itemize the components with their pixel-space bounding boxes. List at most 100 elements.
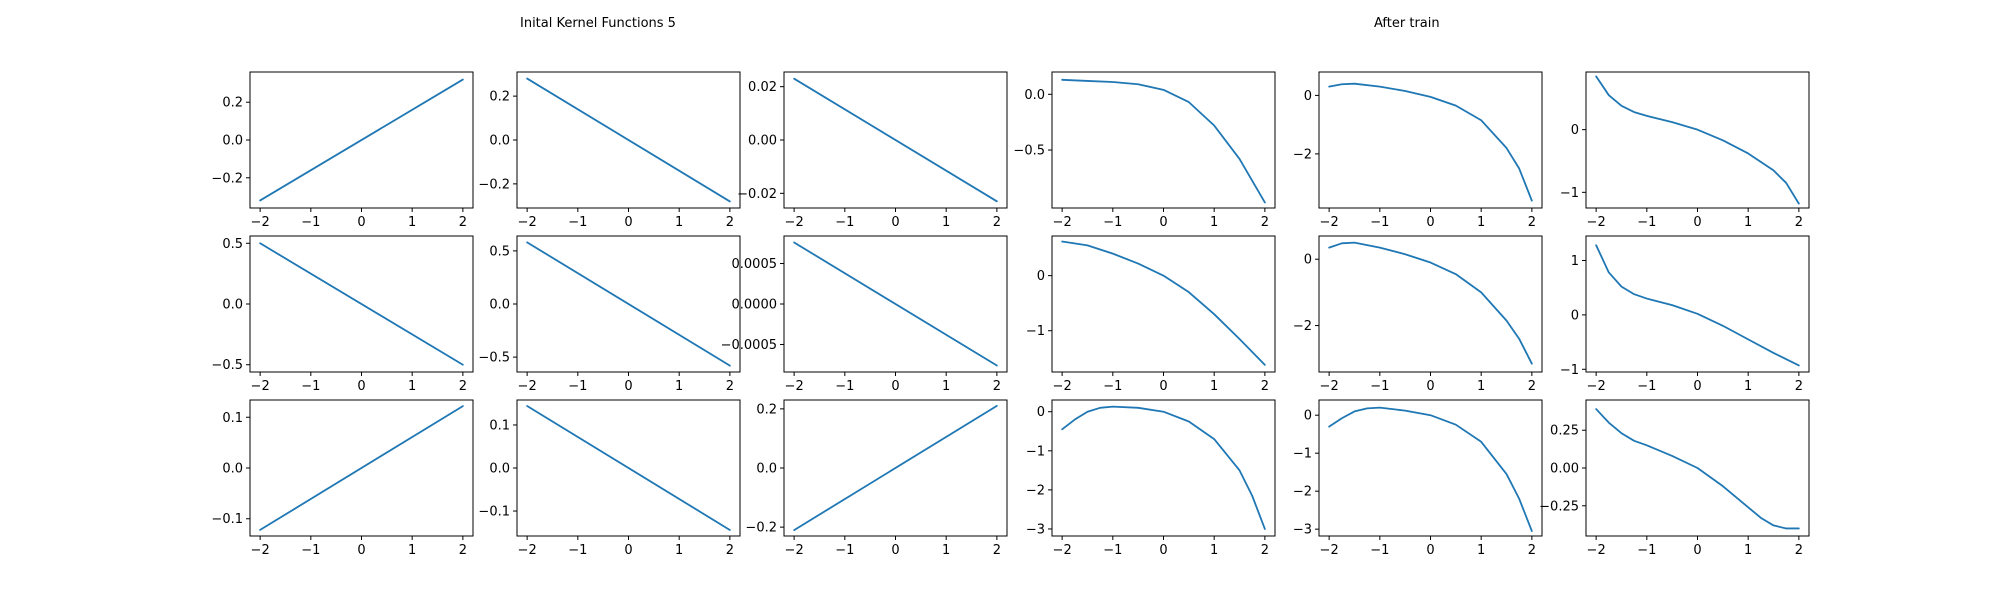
x-tick-label: 1: [1210, 379, 1218, 394]
x-tick-label: −2: [1587, 379, 1606, 394]
y-tick-label: 0.0: [222, 462, 243, 477]
x-tick-label: −1: [301, 379, 320, 394]
y-tick-label: −1: [1026, 324, 1045, 339]
series-line: [793, 77, 998, 203]
subplot-r1-c4: −2 −1 0 1 2 −2 0: [1293, 235, 1543, 394]
x-tick-label: −2: [251, 379, 270, 394]
x-tick-label: −1: [1370, 215, 1389, 230]
y-tick-label: −0.2: [211, 171, 243, 186]
x-tick-label: 1: [1744, 543, 1752, 558]
x-tick-label: −2: [1587, 215, 1606, 230]
x-tick-label: 0: [1426, 215, 1434, 230]
y-tick-label: 0.2: [489, 90, 510, 105]
x-tick-label: 0: [1159, 543, 1167, 558]
x-tick-label: −1: [301, 543, 320, 558]
x-tick-label: 2: [726, 215, 734, 230]
axes-frame: [1585, 71, 1810, 209]
x-tick-label: 2: [993, 543, 1001, 558]
x-tick-label: 1: [942, 543, 950, 558]
x-tick-label: 0: [624, 543, 632, 558]
x-tick-label: 0: [1693, 543, 1701, 558]
x-tick-label: 2: [459, 543, 467, 558]
series-line: [526, 405, 731, 531]
y-tick-label: 0.00: [748, 134, 777, 149]
x-tick-label: 0: [1426, 543, 1434, 558]
axes-frame: [1318, 235, 1543, 373]
y-tick-label: 0.25: [1550, 424, 1579, 439]
y-tick-label: 0.1: [489, 418, 510, 433]
x-tick-label: −1: [1103, 215, 1122, 230]
x-tick-label: −2: [1587, 543, 1606, 558]
x-tick-label: 0: [357, 543, 365, 558]
x-tick-label: 0: [1159, 215, 1167, 230]
x-tick-label: −1: [1370, 379, 1389, 394]
y-tick-label: 0.1: [222, 411, 243, 426]
x-tick-label: 2: [1795, 215, 1803, 230]
x-tick-label: 1: [942, 215, 950, 230]
x-tick-label: −1: [1637, 379, 1656, 394]
y-tick-label: 0.0: [1024, 88, 1045, 103]
x-tick-label: 2: [993, 215, 1001, 230]
y-tick-label: 0.5: [222, 237, 243, 252]
y-tick-label: −0.1: [211, 512, 243, 527]
x-tick-label: −1: [301, 215, 320, 230]
y-tick-label: 0.0: [756, 462, 777, 477]
x-tick-label: −2: [1053, 215, 1072, 230]
x-tick-label: 1: [1477, 215, 1485, 230]
y-tick-label: 0: [1037, 405, 1045, 420]
axes-frame: [1051, 235, 1276, 373]
y-tick-label: −2: [1026, 483, 1045, 498]
subplot-r0-c1: −2 −1 0 1 2 −0.2 0.0 0.2: [478, 71, 741, 230]
x-tick-label: 2: [1528, 215, 1536, 230]
y-tick-label: 0.2: [756, 402, 777, 417]
y-tick-label: 0.0000: [732, 298, 778, 313]
x-tick-label: −1: [568, 543, 587, 558]
x-tick-label: 1: [675, 215, 683, 230]
y-tick-label: −2: [1293, 485, 1312, 500]
subplot-r2-c0: −2 −1 0 1 2 −0.1 0.0 0.1: [211, 399, 474, 558]
axes-frame: [1051, 71, 1276, 209]
y-tick-label: −1: [1560, 186, 1579, 201]
x-tick-label: −2: [1320, 379, 1339, 394]
x-tick-label: 0: [624, 215, 632, 230]
y-tick-label: 0: [1571, 123, 1579, 138]
x-tick-label: 0: [357, 215, 365, 230]
x-tick-label: 1: [1744, 379, 1752, 394]
series-line: [1061, 78, 1266, 204]
x-tick-label: −1: [568, 379, 587, 394]
x-tick-label: 2: [459, 215, 467, 230]
y-tick-label: −0.5: [211, 358, 243, 373]
subplot-r0-c4: −2 −1 0 1 2 −2 0: [1293, 71, 1543, 230]
axes-frame: [1318, 71, 1543, 209]
series-line: [526, 241, 731, 367]
x-tick-label: −2: [251, 215, 270, 230]
subplot-r2-c3: −2 −1 0 1 2 −3 −2 −1 0: [1026, 399, 1276, 558]
series-line: [259, 405, 464, 531]
series-line: [1328, 82, 1533, 202]
subplot-r1-c5: −2 −1 0 1 2 −1 0 1: [1560, 235, 1810, 394]
y-tick-label: −1: [1560, 363, 1579, 378]
x-tick-label: 0: [1693, 379, 1701, 394]
x-tick-label: −1: [568, 215, 587, 230]
x-tick-label: −1: [1637, 543, 1656, 558]
series-line: [1595, 408, 1800, 530]
x-tick-label: 1: [675, 379, 683, 394]
x-tick-label: −2: [1053, 543, 1072, 558]
y-tick-label: 0: [1571, 308, 1579, 323]
y-tick-label: −0.0005: [721, 338, 777, 353]
x-tick-label: −2: [251, 543, 270, 558]
x-tick-label: 1: [1477, 379, 1485, 394]
series-line: [1595, 244, 1800, 367]
x-tick-label: 1: [1744, 215, 1752, 230]
x-tick-label: 2: [1795, 379, 1803, 394]
x-tick-label: 1: [408, 215, 416, 230]
x-tick-label: 0: [891, 379, 899, 394]
y-tick-label: 0.00: [1550, 462, 1579, 477]
x-tick-label: 2: [1261, 543, 1269, 558]
y-tick-label: −0.25: [1539, 499, 1579, 514]
subplot-r0-c3: −2 −1 0 1 2 −0.5 0.0: [1013, 71, 1276, 230]
series-line: [793, 405, 998, 531]
subplot-r0-c5: −2 −1 0 1 2 −1 0: [1560, 71, 1810, 230]
y-tick-label: 0.0: [489, 134, 510, 149]
